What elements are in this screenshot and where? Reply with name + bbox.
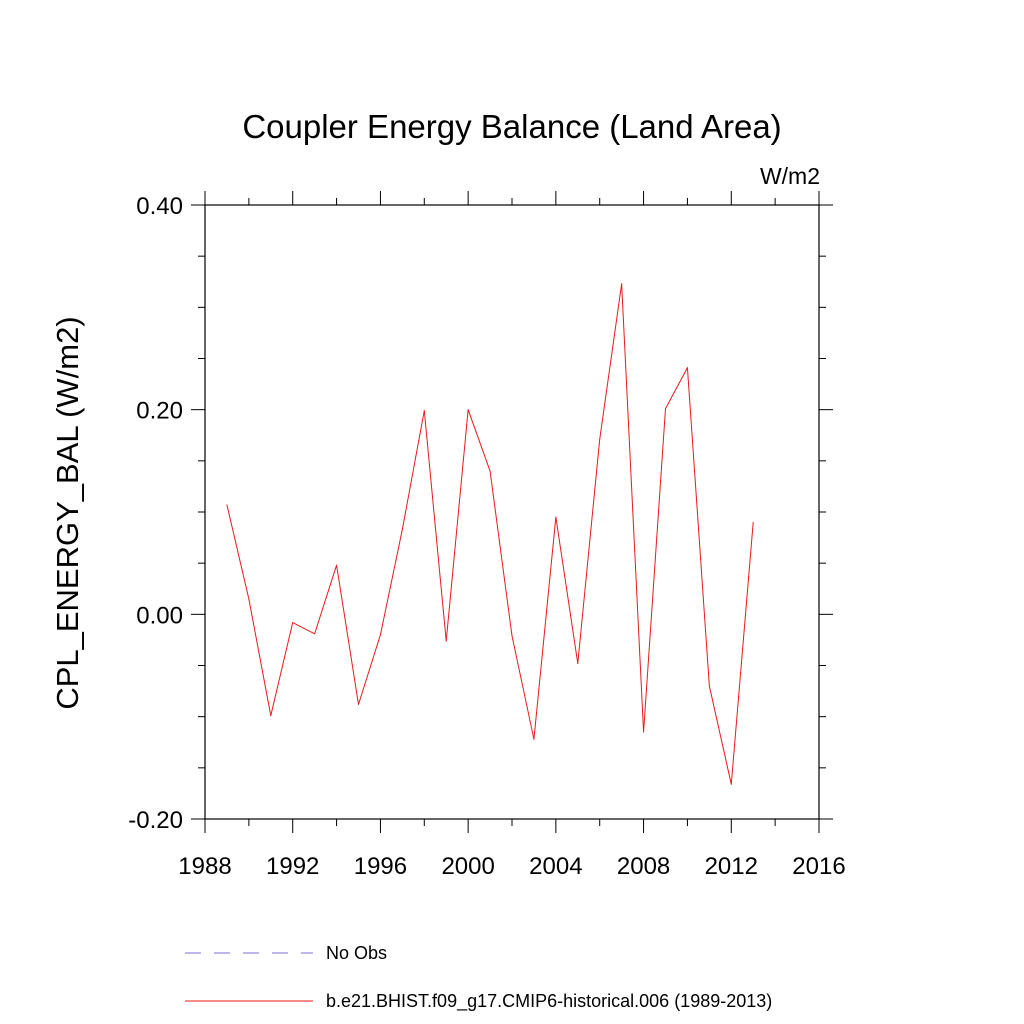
series-segment: [358, 634, 381, 705]
series-segment: [686, 367, 710, 687]
series-segment: [511, 635, 535, 740]
series-segment: [248, 598, 272, 717]
series-segment: [489, 470, 513, 637]
x-tick-label: 2004: [529, 853, 582, 880]
x-tick-label: 2016: [792, 853, 845, 880]
series-segment: [226, 504, 250, 600]
y-tick-label: 0.20: [136, 398, 183, 425]
chart-title: Coupler Energy Balance (Land Area): [242, 108, 781, 145]
series-segment: [577, 438, 601, 664]
series-segment: [599, 283, 623, 440]
x-tick-label: 1988: [178, 853, 231, 880]
y-tick-label: 0.00: [136, 602, 183, 629]
y-axis-label: CPL_ENERGY_BAL (W/m2): [50, 316, 85, 709]
y-tick-label: 0.40: [136, 193, 183, 220]
series-segment: [379, 528, 403, 636]
series-segment: [445, 409, 469, 642]
series-segment: [401, 410, 425, 530]
series-segment: [730, 521, 754, 785]
series-segment: [292, 622, 316, 635]
series-segment: [270, 622, 294, 717]
y-tick-label: -0.20: [128, 807, 183, 834]
x-tick-label: 1996: [354, 853, 407, 880]
x-tick-label: 2000: [441, 853, 494, 880]
legend: No Obs b.e21.BHIST.f09_g17.CMIP6-histori…: [185, 943, 772, 1012]
series-segment: [467, 409, 491, 472]
plot-frame: [204, 204, 820, 820]
series-segment: [643, 408, 666, 733]
series-segment: [423, 410, 447, 642]
x-tick-label: 1992: [266, 853, 319, 880]
series-segment: [621, 283, 645, 733]
series-segment: [336, 564, 359, 705]
series-segment: [314, 564, 338, 635]
x-tick-label: 2012: [705, 853, 758, 880]
series-segment: [533, 516, 557, 740]
series-segment: [665, 367, 688, 410]
legend-label-no-obs: No Obs: [326, 943, 387, 963]
units-label: W/m2: [760, 163, 820, 189]
series-segment: [555, 516, 579, 664]
series-segment: [708, 685, 732, 785]
series-line: [226, 283, 754, 785]
x-tick-label: 2008: [617, 853, 670, 880]
legend-label-model-run: b.e21.BHIST.f09_g17.CMIP6-historical.006…: [326, 991, 772, 1012]
